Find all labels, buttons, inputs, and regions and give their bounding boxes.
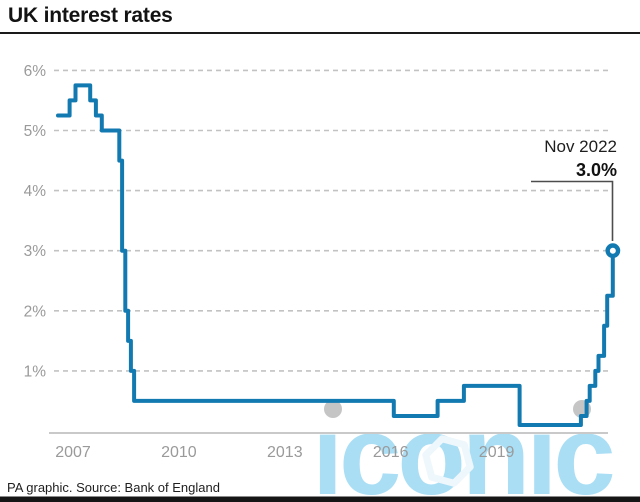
y-tick-label: 4% [24,183,47,200]
y-tick-label: 3% [24,243,47,260]
annotation-value-label: 3.0% [576,160,617,180]
end-point-marker [605,243,621,259]
x-tick-label: 2007 [55,444,91,461]
gridlines: 6% 5% 4% 3% 2% 1% [24,63,612,380]
footer-credit: PA graphic. Source: Bank of England [7,480,220,495]
x-tick-label: 2010 [161,444,197,461]
title-rule [0,32,640,35]
bottom-bar [0,496,640,502]
chart-title: UK interest rates [8,4,173,27]
y-tick-label: 2% [24,303,47,320]
y-tick-label: 5% [24,123,47,140]
x-axis: 2007 2010 2013 2016 2019 [49,432,608,461]
watermark-hexagon [422,435,474,487]
rate-line-series [56,83,615,427]
y-tick-label: 1% [24,363,47,380]
x-tick-label: 2013 [267,444,303,461]
annotation-date-label: Nov 2022 [544,137,617,156]
x-tick-label: 2019 [479,444,515,461]
rate-line [56,83,615,427]
end-annotation: Nov 2022 3.0% [531,137,617,241]
y-tick-label: 6% [24,63,47,80]
watermark-i-dot [324,400,342,418]
x-tick-label: 2016 [373,444,409,461]
watermark: ıconıc [312,393,617,502]
annotation-leader-line [531,180,614,241]
